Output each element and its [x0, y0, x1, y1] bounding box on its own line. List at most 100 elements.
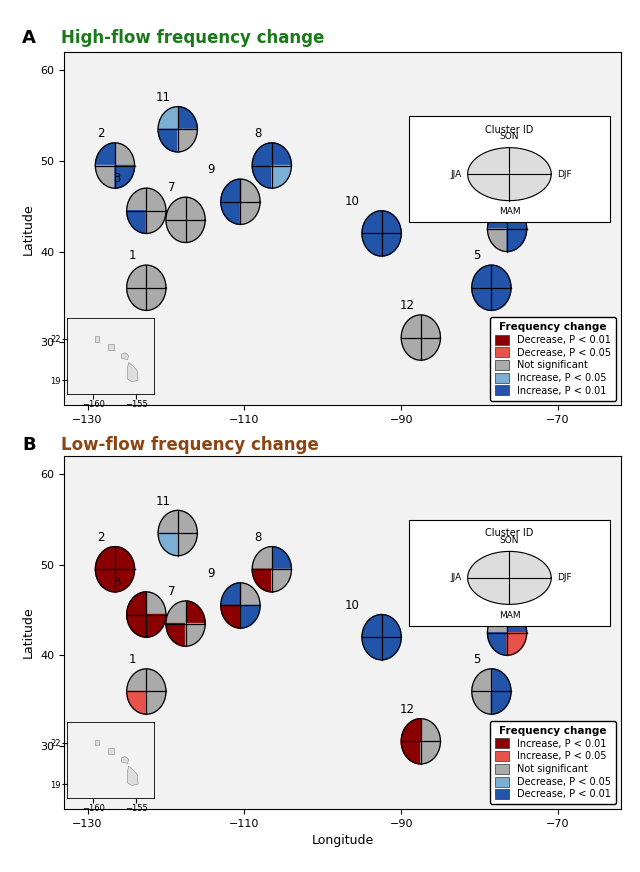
Polygon shape: [362, 615, 381, 637]
Polygon shape: [488, 565, 507, 588]
Polygon shape: [158, 533, 178, 555]
Text: DJF: DJF: [557, 574, 572, 582]
Polygon shape: [127, 669, 147, 691]
Polygon shape: [509, 147, 551, 174]
Polygon shape: [468, 578, 509, 604]
Polygon shape: [492, 265, 511, 288]
Polygon shape: [362, 234, 381, 256]
Polygon shape: [507, 161, 527, 184]
Polygon shape: [127, 592, 147, 615]
Polygon shape: [252, 547, 272, 569]
Text: 8: 8: [254, 127, 261, 140]
Text: 4: 4: [489, 191, 497, 203]
Polygon shape: [488, 184, 507, 207]
Y-axis label: Latitude: Latitude: [22, 203, 35, 255]
Text: 5: 5: [474, 249, 481, 262]
Polygon shape: [381, 637, 401, 660]
Polygon shape: [492, 669, 511, 691]
Polygon shape: [241, 179, 260, 201]
Polygon shape: [421, 719, 440, 741]
Polygon shape: [488, 610, 507, 632]
Polygon shape: [472, 288, 492, 310]
Polygon shape: [147, 615, 166, 637]
Polygon shape: [158, 510, 178, 533]
Polygon shape: [272, 569, 291, 592]
Polygon shape: [252, 166, 272, 188]
Polygon shape: [421, 315, 440, 337]
Polygon shape: [147, 188, 166, 211]
Polygon shape: [186, 197, 205, 220]
Polygon shape: [509, 174, 551, 201]
Text: 7: 7: [168, 181, 175, 194]
Polygon shape: [186, 601, 205, 623]
Polygon shape: [127, 188, 147, 211]
Polygon shape: [127, 691, 147, 714]
Polygon shape: [492, 288, 511, 310]
Polygon shape: [488, 632, 507, 655]
Polygon shape: [178, 533, 197, 555]
Polygon shape: [186, 623, 205, 646]
Text: 4: 4: [489, 595, 497, 607]
Polygon shape: [272, 166, 291, 188]
Polygon shape: [241, 582, 260, 605]
Polygon shape: [468, 551, 509, 578]
Polygon shape: [509, 551, 551, 578]
Polygon shape: [472, 265, 492, 288]
Polygon shape: [401, 315, 421, 337]
Text: MAM: MAM: [499, 610, 520, 620]
Polygon shape: [147, 288, 166, 310]
Text: Cluster ID: Cluster ID: [485, 528, 534, 538]
Polygon shape: [507, 184, 527, 207]
Polygon shape: [127, 363, 138, 382]
Text: 10: 10: [344, 195, 359, 208]
Polygon shape: [381, 615, 401, 637]
Polygon shape: [178, 106, 197, 129]
Polygon shape: [468, 147, 509, 174]
Polygon shape: [158, 106, 178, 129]
Text: 6: 6: [489, 549, 497, 562]
Polygon shape: [488, 588, 507, 610]
Polygon shape: [147, 669, 166, 691]
Polygon shape: [507, 565, 527, 588]
Polygon shape: [507, 228, 527, 251]
Polygon shape: [95, 569, 115, 592]
Polygon shape: [108, 748, 114, 753]
Polygon shape: [507, 207, 527, 228]
Polygon shape: [95, 337, 99, 342]
Polygon shape: [127, 615, 147, 637]
Polygon shape: [401, 741, 421, 764]
Text: A: A: [22, 29, 36, 47]
Polygon shape: [421, 741, 440, 764]
Polygon shape: [488, 207, 507, 228]
Polygon shape: [272, 143, 291, 166]
Polygon shape: [381, 234, 401, 256]
Polygon shape: [127, 288, 147, 310]
Text: 8: 8: [254, 531, 261, 544]
Polygon shape: [122, 757, 129, 763]
Polygon shape: [122, 353, 129, 359]
Text: JJA: JJA: [451, 170, 462, 179]
Text: 5: 5: [474, 653, 481, 666]
X-axis label: Longitude: Longitude: [311, 835, 374, 848]
Text: 3: 3: [113, 173, 120, 186]
Text: DJF: DJF: [557, 170, 572, 179]
Polygon shape: [221, 605, 241, 628]
Polygon shape: [115, 547, 134, 569]
Polygon shape: [127, 211, 147, 234]
Text: 12: 12: [399, 703, 414, 716]
Polygon shape: [252, 569, 272, 592]
Polygon shape: [362, 637, 381, 660]
Text: Low-flow frequency change: Low-flow frequency change: [61, 436, 319, 454]
Polygon shape: [272, 547, 291, 569]
Polygon shape: [221, 582, 241, 605]
Polygon shape: [166, 623, 186, 646]
Polygon shape: [401, 337, 421, 360]
Polygon shape: [421, 337, 440, 360]
Polygon shape: [241, 201, 260, 224]
Polygon shape: [95, 740, 99, 746]
Polygon shape: [166, 220, 186, 242]
Polygon shape: [127, 265, 147, 288]
Polygon shape: [472, 691, 492, 714]
Polygon shape: [178, 510, 197, 533]
FancyBboxPatch shape: [409, 116, 610, 221]
